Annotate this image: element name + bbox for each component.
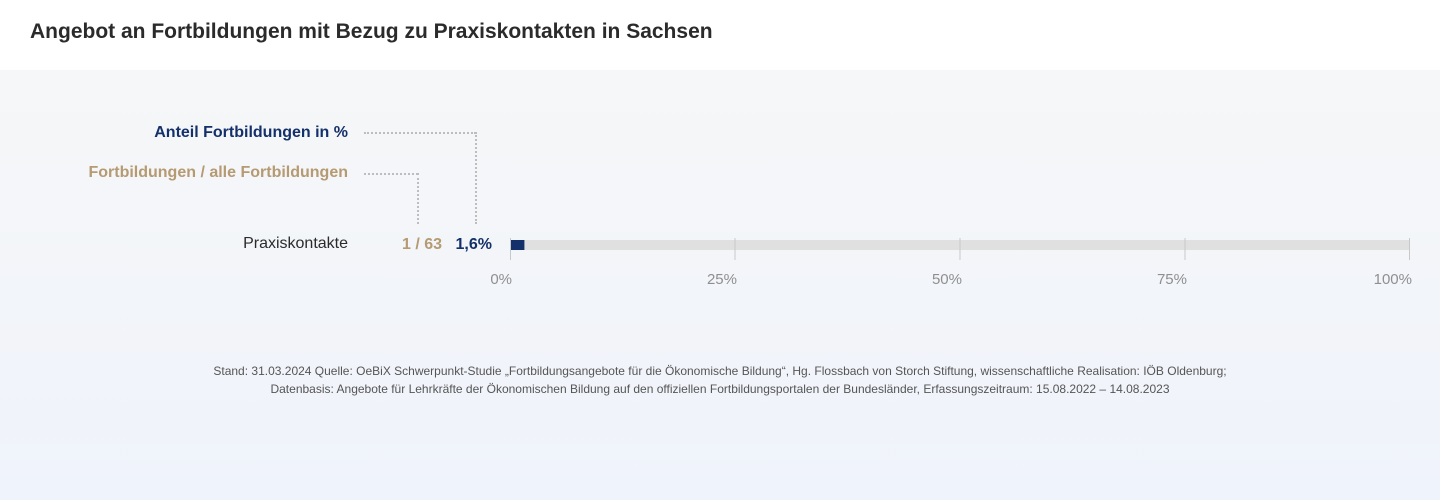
legend-count-label: Fortbildungen / alle Fortbildungen (88, 164, 348, 181)
x-tick-label-0: 0% (490, 271, 512, 288)
bar-0 (511, 240, 525, 250)
x-tick-label-50: 50% (931, 271, 962, 288)
footnote-line-1: Stand: 31.03.2024 Quelle: OeBiX Schwerpu… (213, 364, 1227, 378)
count-label: 1 / 63 (401, 236, 442, 253)
legend-share-connector-h (364, 132, 476, 134)
legend-share-label: Anteil Fortbildungen in % (154, 124, 348, 141)
header: Angebot an Fortbildungen mit Bezug zu Pr… (0, 0, 1440, 70)
x-tick-label-25: 25% (706, 271, 737, 288)
chart-title: Angebot an Fortbildungen mit Bezug zu Pr… (30, 20, 713, 43)
chart-panel (0, 70, 1440, 500)
legend-count-connector-v (417, 173, 419, 224)
category-label: Praxiskontakte (243, 235, 348, 252)
legend-share-connector-v (475, 132, 477, 224)
legend-count-connector-h (364, 173, 418, 175)
footnote-line-2: Datenbasis: Angebote für Lehrkräfte der … (270, 382, 1170, 396)
bar-plot-area (510, 238, 1410, 260)
x-tick-label-75: 75% (1156, 271, 1187, 288)
x-tick-label-100: 100% (1373, 271, 1412, 288)
share-value-label: 1,6% (455, 236, 492, 253)
